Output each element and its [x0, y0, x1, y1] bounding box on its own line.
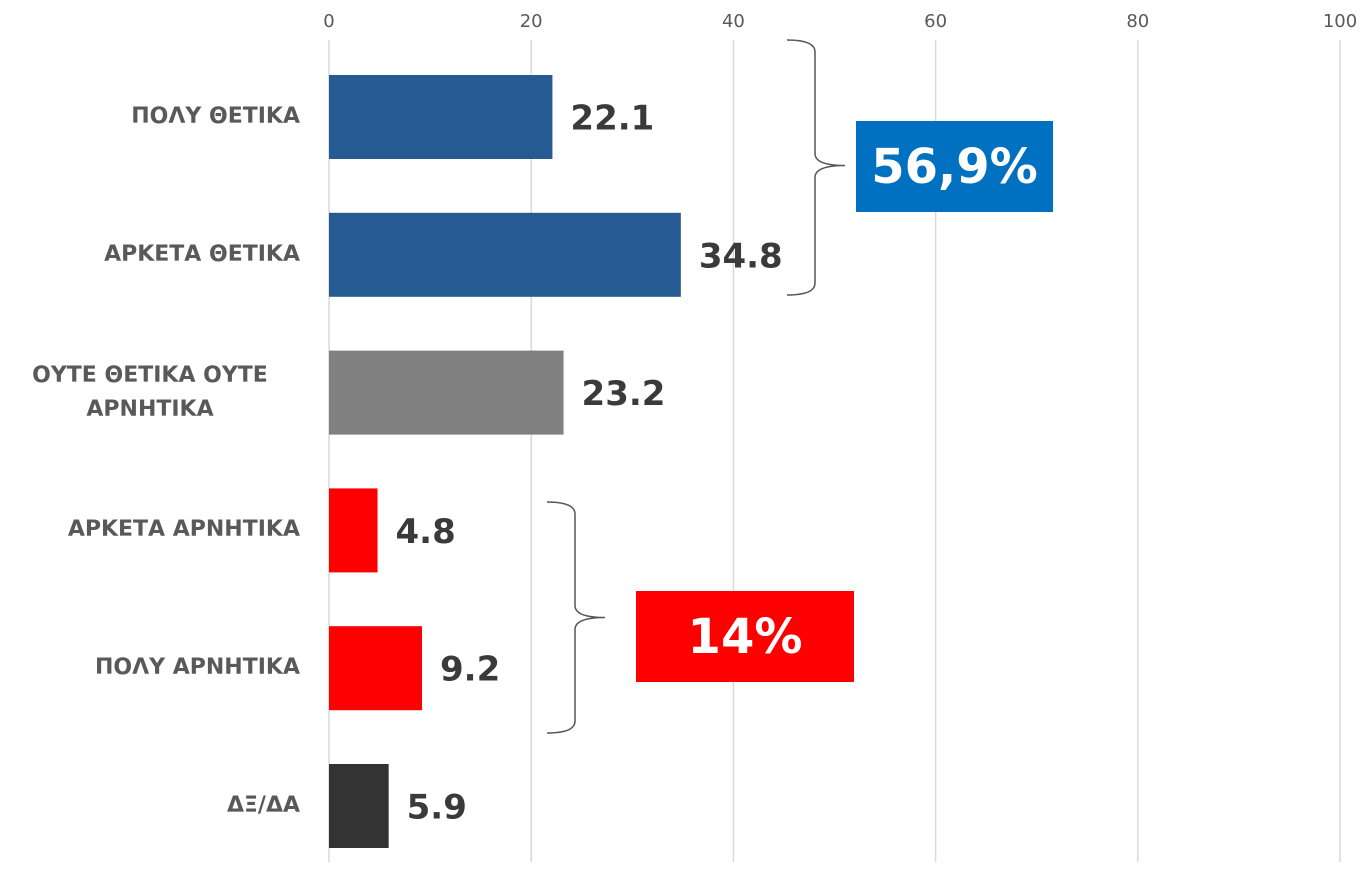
annotation-box-text: 14% — [687, 608, 803, 665]
data-label: 4.8 — [396, 512, 456, 552]
data-label: 23.2 — [582, 374, 666, 414]
x-tick-label: 40 — [722, 11, 745, 32]
x-tick-label: 80 — [1126, 11, 1149, 32]
bar — [329, 764, 389, 848]
category-label: ΑΡΚΕΤΑ ΑΡΝΗΤΙΚΑ — [0, 488, 300, 572]
category-label: ΟΥΤΕ ΘΕΤΙΚΑ ΟΥΤΕ ΑΡΝΗΤΙΚΑ — [0, 351, 300, 435]
annotation-box: 14% — [636, 591, 854, 682]
data-label: 22.1 — [570, 99, 654, 139]
category-label-text: ΑΡΚΕΤΑ ΘΕΤΙΚΑ — [104, 241, 300, 267]
bar — [329, 488, 378, 573]
category-label: ΔΞ/ΔΑ — [0, 764, 300, 848]
x-tick-label: 60 — [924, 11, 947, 32]
data-label: 9.2 — [440, 650, 500, 690]
x-tick-label: 0 — [323, 11, 334, 32]
data-label: 34.8 — [699, 236, 783, 276]
x-tick-label: 20 — [520, 11, 543, 32]
category-label-text: ΠΟΛΥ ΑΡΝΗΤΙΚΑ — [95, 655, 300, 681]
category-label: ΠΟΛΥ ΑΡΝΗΤΙΚΑ — [0, 626, 300, 710]
bar — [329, 75, 553, 159]
data-label: 5.9 — [407, 788, 467, 828]
bar — [329, 350, 564, 435]
category-label-text: ΠΟΛΥ ΘΕΤΙΚΑ — [131, 104, 300, 129]
bar — [329, 212, 681, 297]
category-label: ΑΡΚΕΤΑ ΘΕΤΙΚΑ — [0, 213, 300, 297]
brace — [786, 39, 846, 296]
category-label-text: ΟΥΤΕ ΘΕΤΙΚΑ ΟΥΤΕ ΑΡΝΗΤΙΚΑ — [32, 362, 268, 422]
annotation-box: 56,9% — [856, 121, 1053, 212]
category-label-text: ΑΡΚΕΤΑ ΑΡΝΗΤΙΚΑ — [67, 517, 300, 543]
annotation-box-text: 56,9% — [871, 138, 1038, 195]
x-tick-label: 100 — [1323, 11, 1357, 32]
category-label: ΠΟΛΥ ΘΕΤΙΚΑ — [0, 75, 300, 159]
category-label-text: ΔΞ/ΔΑ — [226, 793, 300, 818]
bar — [329, 626, 423, 711]
brace — [546, 501, 606, 734]
